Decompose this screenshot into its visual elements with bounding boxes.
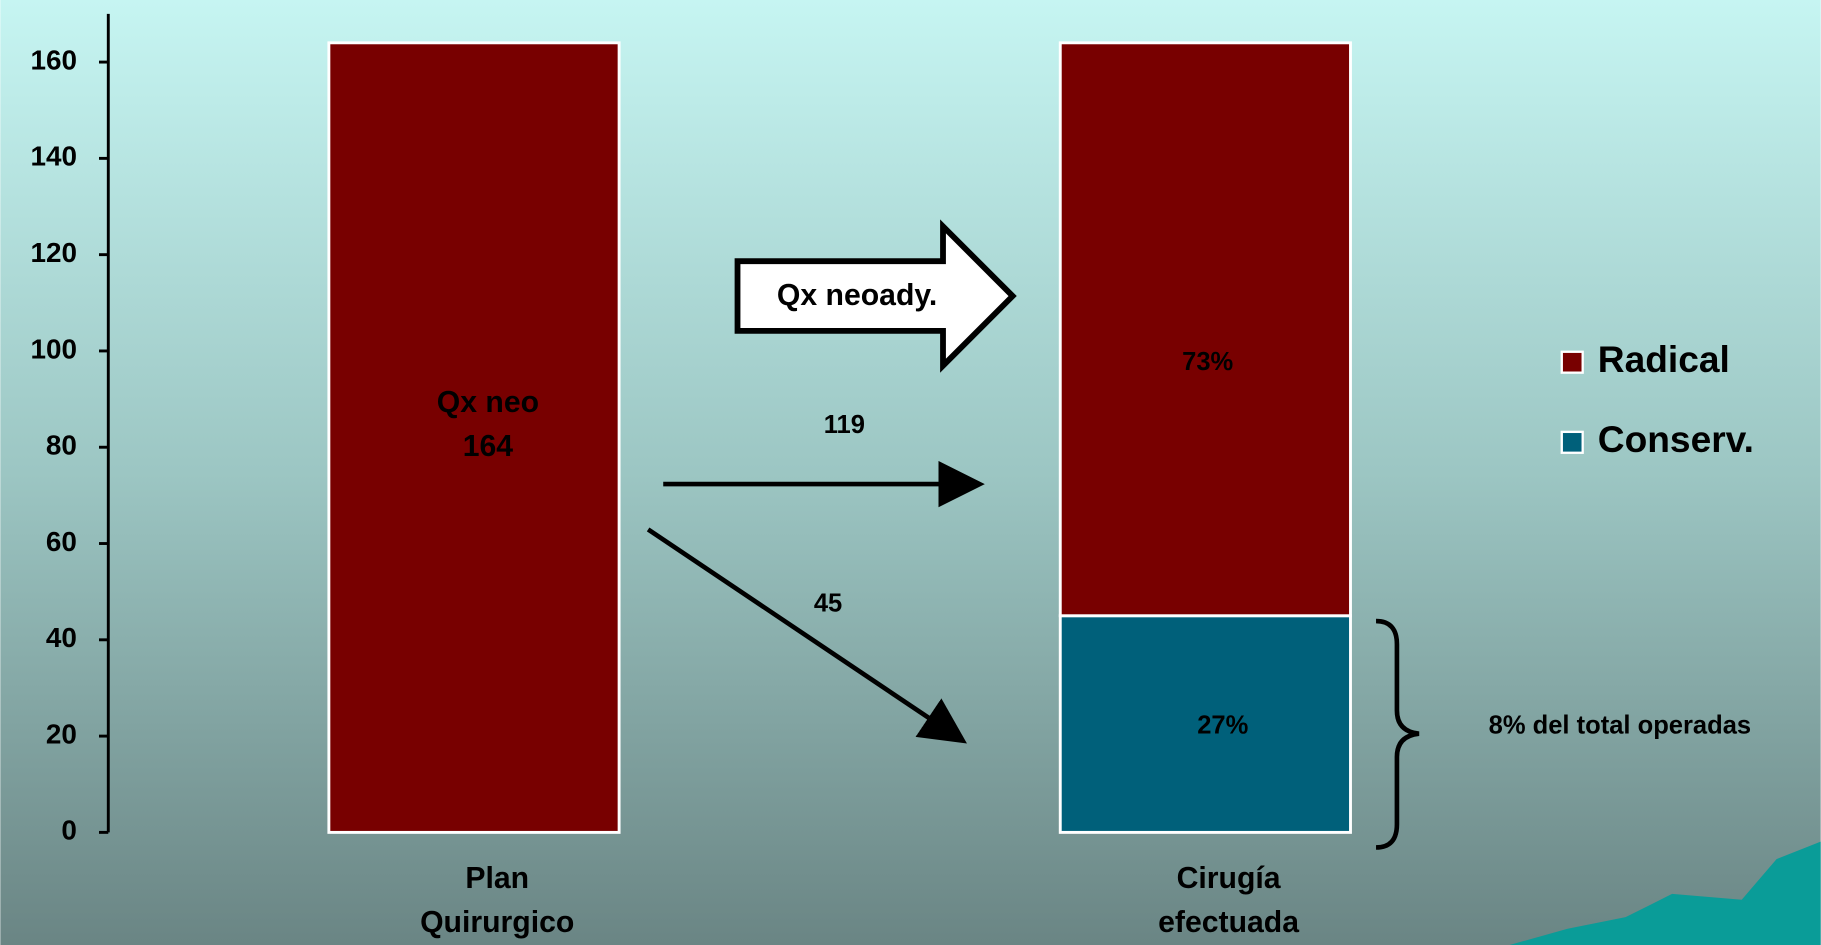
y-tick-label: 20 (46, 718, 77, 749)
bar-value-label: 164 (463, 430, 514, 463)
legend-label: Conserv. (1598, 418, 1754, 460)
arrow-label: Qx neoady. (777, 279, 937, 312)
flow-arrow (646, 527, 967, 744)
y-tick-label: 80 (46, 430, 77, 461)
legend-swatch (1560, 430, 1584, 454)
y-tick-label: 120 (30, 237, 76, 268)
flow-label: 45 (814, 590, 842, 618)
legend-swatch (1560, 350, 1584, 374)
brace-label: 8% del total operadas (1489, 711, 1751, 739)
y-tick-label: 0 (61, 815, 77, 846)
bar-segment (1058, 41, 1352, 618)
y-tick-label: 40 (46, 622, 77, 653)
y-tick-label: 140 (30, 141, 76, 172)
plot: 0 20 40 60 80 100 120 140 160 Plan Quirurgico Cirug… (30, 41, 1754, 939)
y-tick-label: 160 (30, 44, 76, 75)
legend-label: Radical (1598, 338, 1730, 380)
x-tick-label: Plan Quirurgico (420, 862, 574, 939)
y-tick-label: 60 (46, 526, 77, 557)
block-arrow (734, 219, 1017, 373)
bar-segment (1058, 614, 1352, 834)
bar-segment (327, 41, 621, 834)
flow-label: 119 (824, 411, 865, 439)
y-tick-label: 100 (30, 333, 76, 364)
segment-label: 27% (1197, 711, 1248, 739)
brace (1375, 618, 1420, 850)
bar-annotation: Qx neo (437, 386, 539, 419)
x-tick-label: Cirugía efectuada (1158, 862, 1299, 939)
decoration (1509, 841, 1821, 945)
segment-label: 73% (1182, 348, 1233, 376)
